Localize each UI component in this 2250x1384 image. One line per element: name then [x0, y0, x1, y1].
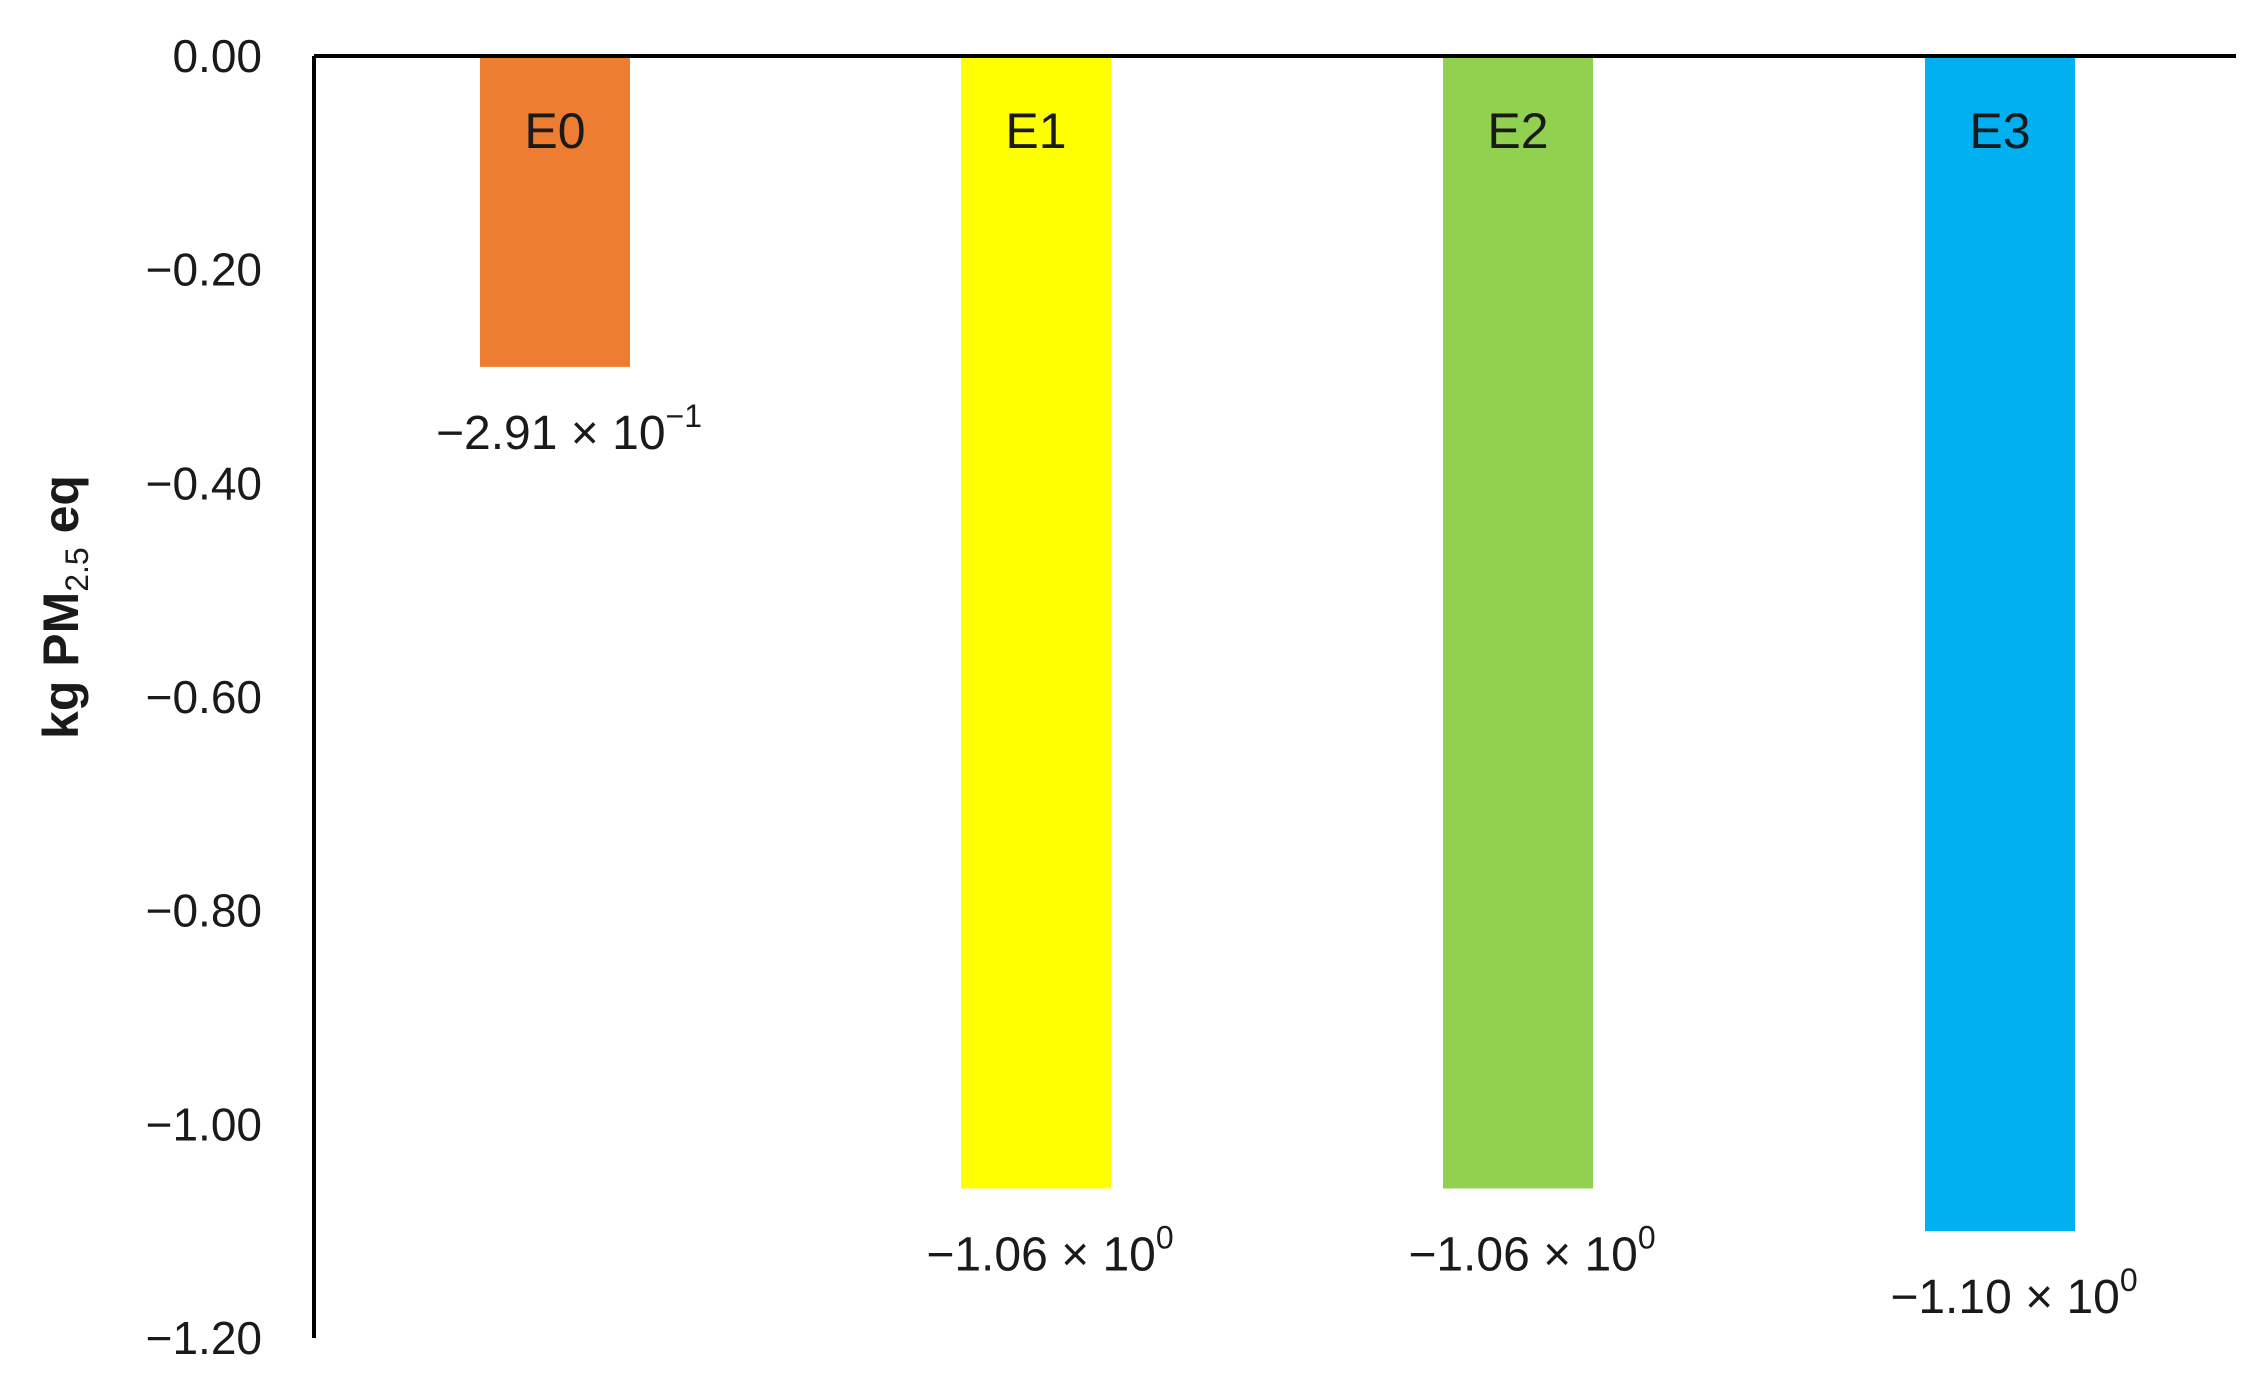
data-label-e0: −2.91 × 10−1 — [436, 398, 702, 460]
y-axis-title-main: kg PM — [33, 592, 89, 739]
data-label-exponent: 0 — [1156, 1219, 1174, 1255]
category-label-e2: E2 — [1487, 103, 1548, 159]
y-tick-label: −1.20 — [146, 1312, 262, 1364]
data-label-e1: −1.06 × 100 — [926, 1219, 1173, 1281]
y-axis-title: kg PM2.5 eq — [33, 475, 95, 739]
bar-e0 — [480, 56, 630, 367]
y-axis-ticks: 0.00 −0.20 −0.40 −0.60 −0.80 −1.00 −1.20 — [146, 30, 262, 1364]
y-tick-label: −0.40 — [146, 457, 262, 509]
y-axis-title-suffix: eq — [33, 475, 89, 547]
data-label-exponent: 0 — [2120, 1262, 2138, 1298]
y-axis-title-subscript: 2.5 — [59, 547, 95, 591]
data-label-e3: −1.10 × 100 — [1890, 1262, 2137, 1324]
data-label-mantissa: −1.06 × 10 — [926, 1228, 1156, 1281]
data-label-mantissa: −1.06 × 10 — [1408, 1228, 1638, 1281]
category-label-e1: E1 — [1005, 103, 1066, 159]
data-label-mantissa: −2.91 × 10 — [436, 407, 666, 460]
data-label-exponent: 0 — [1638, 1219, 1656, 1255]
y-tick-label: −1.00 — [146, 1098, 262, 1150]
y-tick-label: 0.00 — [172, 30, 262, 82]
data-label-e2: −1.06 × 100 — [1408, 1219, 1655, 1281]
data-label-exponent: −1 — [666, 398, 702, 434]
y-tick-label: −0.80 — [146, 885, 262, 937]
bars — [480, 56, 2075, 1232]
y-tick-label: −0.20 — [146, 244, 262, 296]
bar-e2 — [1443, 56, 1593, 1189]
category-label-e0: E0 — [524, 103, 585, 159]
bar-e1 — [961, 56, 1111, 1189]
y-tick-label: −0.60 — [146, 671, 262, 723]
data-label-mantissa: −1.10 × 10 — [1890, 1271, 2120, 1324]
category-label-e3: E3 — [1969, 103, 2030, 159]
bar-e3 — [1925, 56, 2075, 1232]
